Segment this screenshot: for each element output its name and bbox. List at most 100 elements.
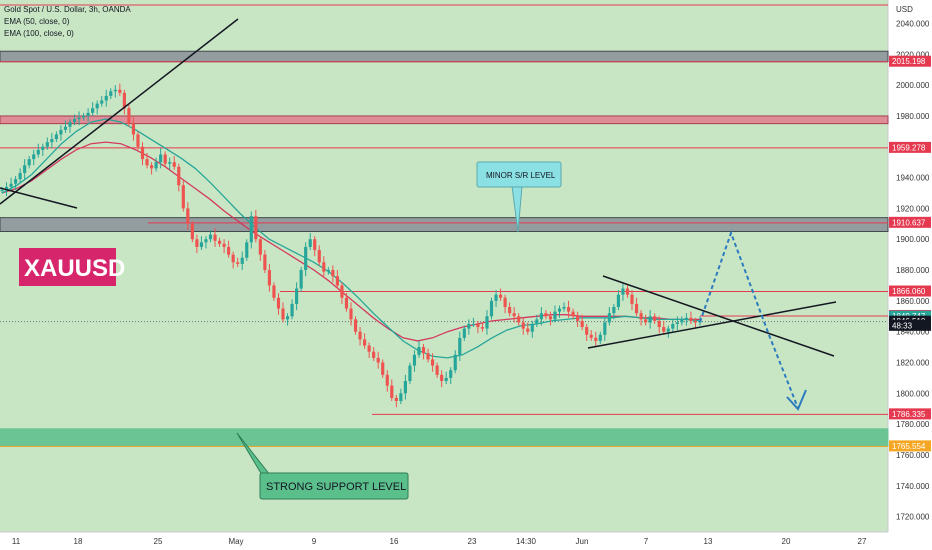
candle-body [213,234,217,241]
candle-body [566,307,571,312]
candle-body [9,183,13,187]
candle-body [657,320,661,328]
price-tick-label: 1760.000 [896,451,930,460]
candle-body [390,385,394,398]
minor-sr-callout [476,161,562,188]
candle-body [421,347,426,354]
price-tick-label: 2020.000 [896,50,930,59]
candle-body [104,95,108,101]
price-chip [889,216,931,228]
candle-body [544,313,548,317]
candle-body [95,103,99,109]
candle-body [408,365,412,381]
candle-body [68,122,72,127]
candle-body [267,270,272,286]
price-chip-label: 2015.198 [892,57,926,66]
candle-body [86,112,90,116]
early-trend-line [0,187,78,209]
candle-body [444,377,448,381]
drawings-layer [0,18,837,411]
candle-body [680,319,684,323]
time-tick-label: 11 [12,537,21,546]
price-chip-label: 1786.335 [892,410,926,419]
candle-body [453,354,457,371]
candle-body [59,129,63,135]
candle-body [331,270,335,277]
candle-body [81,115,86,118]
candle-body [503,297,507,308]
candle-body [344,297,349,309]
strong-support-text: STRONG SUPPORT LEVEL [266,481,406,493]
candle-body [639,313,643,320]
candle-body [498,294,503,298]
candle-body [308,239,312,247]
uptrend-line [0,18,239,205]
candle-body [4,186,9,190]
candle-body [18,172,22,180]
candle-body [45,142,49,147]
candle-body [204,239,208,243]
candle-body [634,303,639,314]
candle-body [91,108,95,113]
candle-body [118,89,122,93]
candle-body [281,308,285,320]
price-tick-label: 1940.000 [896,174,930,183]
candle-body [195,239,199,247]
candle-body [435,365,439,375]
candle-body [168,162,172,164]
candle-body [127,108,131,124]
candle-body [675,322,679,324]
candle-body [322,262,326,272]
candle-body [295,288,299,304]
zone-gray-top [0,50,889,63]
candle-body [576,316,580,321]
minor-sr-text: MINOR S/R LEVEL [486,171,556,180]
strong-support-callout [259,472,409,500]
candle-body [598,334,602,341]
price-tick-label: 2000.000 [896,81,930,90]
candle-body [535,319,539,324]
candle-body [14,179,18,184]
time-tick-label: 7 [644,537,649,546]
candle-body [258,239,262,255]
candle-body [63,126,68,130]
candle-body [326,270,330,272]
candle-body [136,134,140,147]
price-chip [889,319,931,331]
candle-body [0,189,4,191]
currency-label: USD [896,5,913,14]
candle-body [172,162,176,167]
price-chip-label: 1765.554 [892,442,926,451]
candle-body [376,357,380,363]
price-tick-label: 1720.000 [896,513,930,522]
candle-body [612,307,616,314]
candle-body [381,362,385,375]
candle-body [399,393,403,402]
candle-body [335,276,339,286]
candle-body [254,216,258,240]
candle-body [245,242,249,258]
candle-body [122,92,126,109]
candle-body [625,288,630,295]
candle-body [131,123,136,135]
candle-body [426,353,430,360]
candle-body [449,370,453,378]
price-chip-label: 1959.278 [892,143,926,152]
candle-body [231,254,235,263]
candle-body [36,149,40,155]
price-tick-label: 1920.000 [896,204,930,213]
price-tick-label: 1800.000 [896,389,930,398]
candle-body [299,270,303,289]
candle-body [181,185,185,209]
time-tick-label: 14:30 [516,537,537,546]
candle-body [317,250,321,263]
candle-body [521,322,525,329]
candle-body [539,313,543,320]
price-chip [889,440,931,452]
price-chip-label: 48:33 [892,321,913,330]
time-tick-label: May [228,537,243,546]
price-tick-label: 1880.000 [896,266,930,275]
candle-body [494,294,498,301]
candle-body [607,313,611,323]
